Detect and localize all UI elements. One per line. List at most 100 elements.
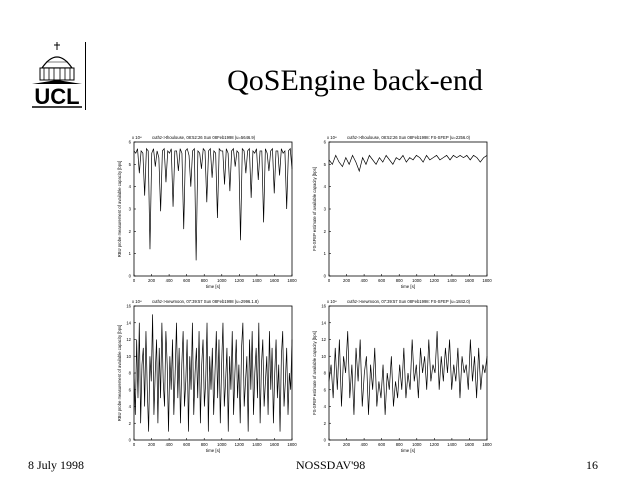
y-tick-label: 4 (324, 184, 327, 189)
y-tick-label: 0 (324, 274, 327, 279)
y-axis-label: FS-SFEP estimate of available capacity [… (312, 167, 317, 251)
axis-exponent-label: x 10⁴ (327, 299, 337, 304)
chart-title: cuthz->thoulouse, 08:52:26 Sun 08Feb1998… (347, 135, 471, 140)
x-tick-label: 200 (148, 278, 156, 283)
chart-3: cuthz->newmoon, 07:39:57 Sun 08Feb1998: … (312, 299, 492, 453)
x-tick-label: 800 (396, 278, 404, 283)
y-tick-label: 4 (324, 404, 327, 409)
x-tick-label: 1200 (235, 442, 245, 447)
chart-panel-top-left: cuthz->thoulouse, 08:52:26 Sun 08Feb1998… (110, 130, 300, 290)
y-axis-label: FS-SFEP estimate of available capacity [… (312, 331, 317, 415)
y-axis-label: RBU probe measurement of available capac… (117, 161, 122, 258)
x-tick-label: 1600 (465, 442, 475, 447)
x-tick-label: 400 (166, 442, 174, 447)
y-tick-label: 1 (324, 251, 327, 256)
x-tick-label: 1000 (217, 442, 227, 447)
y-tick-label: 2 (129, 229, 132, 234)
x-tick-label: 0 (328, 442, 331, 447)
y-tick-label: 6 (324, 387, 327, 392)
y-tick-label: 2 (324, 421, 327, 426)
y-tick-label: 0 (129, 274, 132, 279)
chart-title: cuthz->newmoon, 07:39:57 Sun 08Feb1998: … (347, 299, 471, 304)
y-tick-label: 0 (129, 438, 132, 443)
y-tick-label: 5 (129, 162, 132, 167)
slide-number: 16 (586, 458, 598, 472)
x-tick-label: 1200 (235, 278, 245, 283)
y-tick-label: 8 (129, 371, 132, 376)
x-tick-label: 1400 (252, 442, 262, 447)
chart-0: cuthz->thoulouse, 08:52:26 Sun 08Feb1998… (117, 135, 297, 289)
x-axis-label: time [s] (401, 448, 415, 453)
y-tick-label: 5 (324, 162, 327, 167)
y-tick-label: 6 (324, 140, 327, 145)
x-tick-label: 0 (328, 278, 331, 283)
footer-date: 8 July 1998 (28, 458, 85, 472)
series-line-0 (328, 154, 488, 173)
series-line-0 (133, 314, 293, 432)
x-tick-label: 1400 (447, 442, 457, 447)
x-tick-label: 1200 (430, 442, 440, 447)
chart-title: cuthz->newmoon, 07:39:57 Sun 08Feb1998 (… (152, 299, 259, 304)
chart-panel-top-right: cuthz->thoulouse, 08:52:26 Sun 08Feb1998… (305, 130, 495, 290)
plot-frame (328, 141, 488, 277)
chart-panel-bottom-right: cuthz->newmoon, 07:39:57 Sun 08Feb1998: … (305, 294, 495, 454)
series-line-0 (328, 331, 488, 415)
x-tick-label: 1800 (482, 442, 492, 447)
y-tick-label: 14 (126, 320, 131, 325)
x-tick-label: 1600 (270, 278, 280, 283)
y-tick-label: 6 (129, 140, 132, 145)
x-tick-label: 1800 (287, 278, 297, 283)
slide-title: QoSEngine back-end (227, 64, 483, 97)
x-axis-label: time [s] (206, 448, 220, 453)
y-tick-label: 4 (129, 404, 132, 409)
x-axis-label: time [s] (206, 284, 220, 289)
logo-divider (85, 42, 86, 110)
y-tick-label: 0 (324, 438, 327, 443)
chart-panel-bottom-left: cuthz->newmoon, 07:39:57 Sun 08Feb1998 (… (110, 294, 300, 454)
y-tick-label: 10 (126, 354, 131, 359)
chart-1: cuthz->thoulouse, 08:52:26 Sun 08Feb1998… (312, 135, 492, 289)
x-tick-label: 1000 (217, 278, 227, 283)
x-tick-label: 200 (343, 442, 351, 447)
x-tick-label: 200 (148, 442, 156, 447)
x-tick-label: 1600 (270, 442, 280, 447)
x-tick-label: 800 (201, 442, 209, 447)
x-tick-label: 0 (133, 278, 136, 283)
y-tick-label: 12 (321, 337, 326, 342)
y-tick-label: 3 (324, 207, 327, 212)
y-tick-label: 10 (321, 354, 326, 359)
y-tick-label: 12 (126, 337, 131, 342)
y-tick-label: 4 (129, 184, 132, 189)
axis-exponent-label: x 10⁴ (327, 135, 337, 140)
y-tick-label: 3 (129, 207, 132, 212)
x-tick-label: 1800 (287, 442, 297, 447)
y-tick-label: 1 (129, 251, 132, 256)
chart-title: cuthz->thoulouse, 08:52:26 Sun 08Feb1998… (152, 135, 256, 140)
y-tick-label: 6 (129, 387, 132, 392)
axis-exponent-label: x 10⁴ (132, 299, 142, 304)
x-tick-label: 1000 (412, 278, 422, 283)
x-tick-label: 600 (183, 442, 191, 447)
y-tick-label: 8 (324, 371, 327, 376)
chart-2: cuthz->newmoon, 07:39:57 Sun 08Feb1998 (… (117, 299, 297, 453)
x-tick-label: 0 (133, 442, 136, 447)
x-tick-label: 400 (166, 278, 174, 283)
x-tick-label: 200 (343, 278, 351, 283)
y-tick-label: 2 (324, 229, 327, 234)
x-tick-label: 400 (361, 278, 369, 283)
x-tick-label: 800 (201, 278, 209, 283)
x-tick-label: 1400 (447, 278, 457, 283)
x-tick-label: 400 (361, 442, 369, 447)
x-axis-label: time [s] (401, 284, 415, 289)
axis-exponent-label: x 10⁴ (132, 135, 142, 140)
logo-text: UCL (34, 84, 79, 109)
x-tick-label: 600 (378, 278, 386, 283)
x-tick-label: 1200 (430, 278, 440, 283)
x-tick-label: 800 (396, 442, 404, 447)
x-tick-label: 1800 (482, 278, 492, 283)
y-tick-label: 16 (321, 304, 326, 309)
series-line-0 (133, 147, 293, 261)
y-tick-label: 14 (321, 320, 326, 325)
x-tick-label: 1000 (412, 442, 422, 447)
x-tick-label: 600 (183, 278, 191, 283)
